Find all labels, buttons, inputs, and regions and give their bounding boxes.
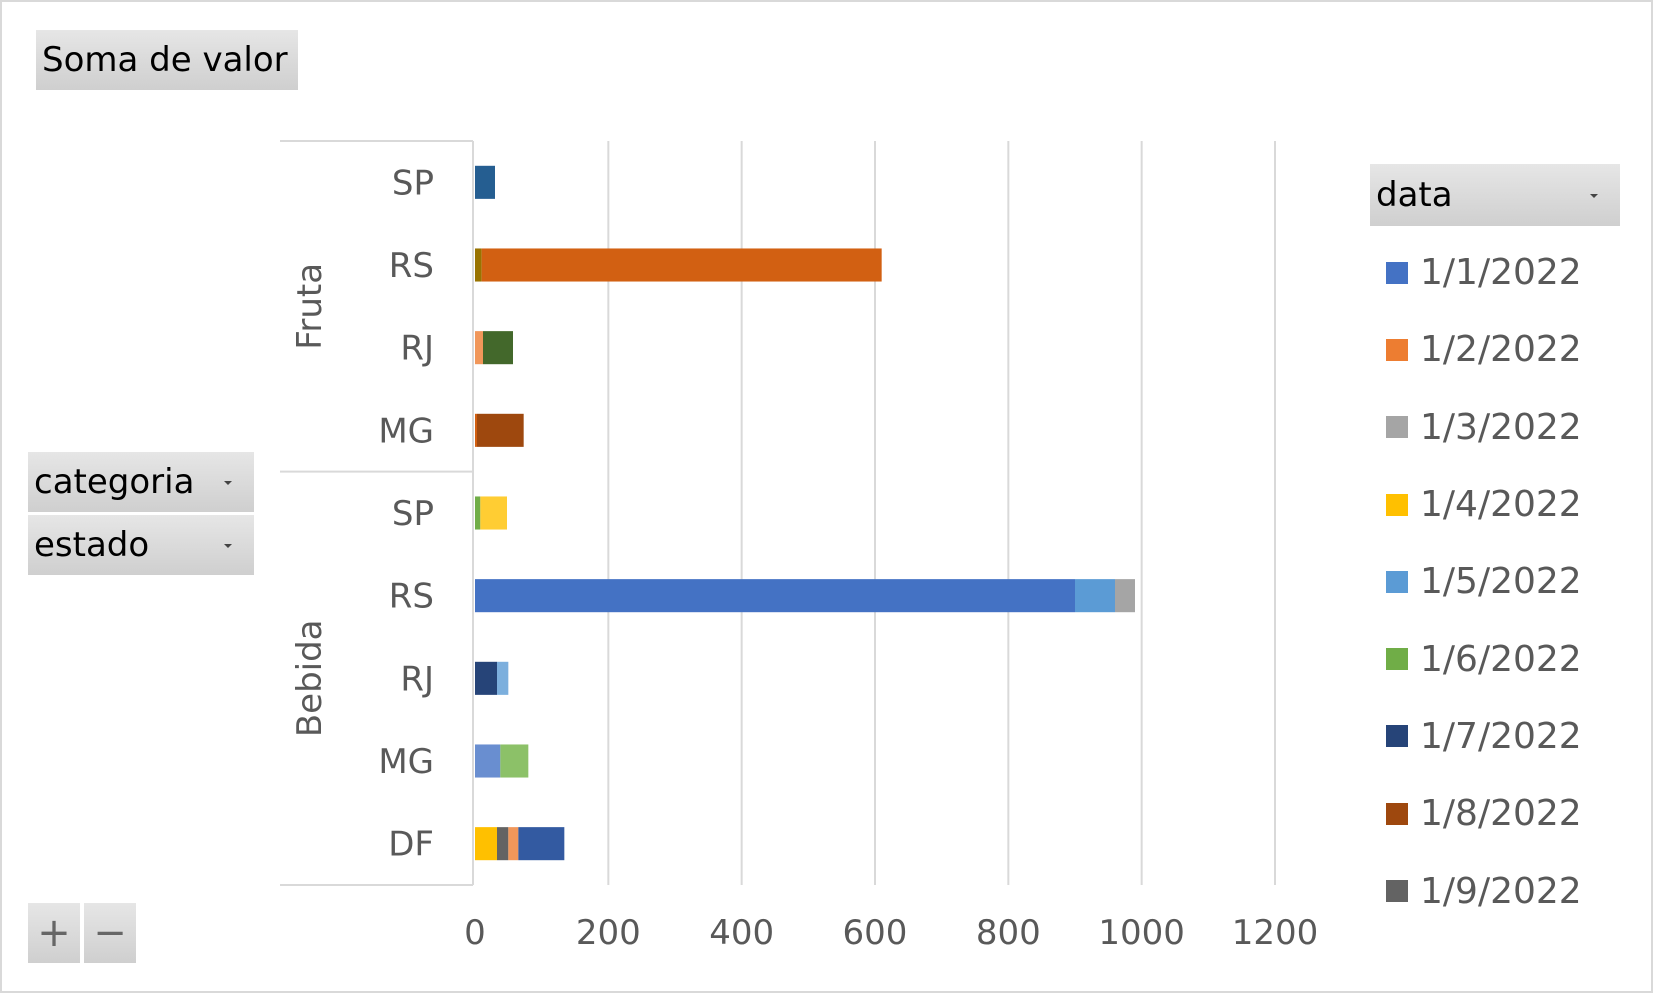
x-tick-label: 800 (976, 913, 1041, 953)
legend-label: 1/2/2022 (1420, 329, 1582, 371)
x-tick-label: 600 (843, 913, 908, 953)
legend-label: 1/5/2022 (1420, 561, 1582, 603)
row-label-df: DF (388, 825, 434, 865)
row-label-mg: MG (378, 742, 434, 782)
group-label-fruta: Fruta (290, 263, 330, 350)
legend-item: 1/1/2022 (1386, 234, 1582, 311)
bar-segment (497, 661, 509, 695)
legend-swatch (1386, 880, 1408, 903)
legend-item: 1/4/2022 (1386, 466, 1582, 543)
row-label-rj: RJ (400, 659, 434, 699)
bar-segment (475, 248, 482, 282)
legend-label: 1/8/2022 (1420, 793, 1582, 835)
bar-segment (475, 579, 1075, 613)
x-tick-label: 200 (576, 913, 641, 953)
legend-swatch (1386, 338, 1408, 361)
legend-item: 1/8/2022 (1386, 775, 1582, 852)
value-field-button[interactable]: Soma de valor (36, 30, 298, 90)
legend-label: 1/7/2022 (1420, 715, 1582, 757)
legend-label: 1/3/2022 (1420, 406, 1582, 448)
bar-segment (518, 827, 565, 861)
legend-label: 1/6/2022 (1420, 638, 1582, 680)
row-label-sp: SP (392, 494, 434, 534)
dropdown-arrow-icon[interactable] (224, 481, 232, 485)
row-field-label: categoria (34, 462, 195, 502)
row-field-button-categoria[interactable]: categoria (28, 452, 254, 512)
bar-segment (475, 827, 497, 861)
plus-icon: + (37, 910, 71, 956)
bar-segment (475, 413, 477, 447)
collapse-field-button[interactable]: − (84, 903, 136, 963)
legend-field-label: data (1376, 175, 1453, 215)
bar-segment (475, 165, 495, 199)
value-field-label: Soma de valor (42, 40, 288, 80)
legend-item: 1/6/2022 (1386, 620, 1582, 697)
row-label-mg: MG (378, 411, 434, 451)
legend-swatch (1386, 493, 1408, 516)
bar-segment (481, 248, 882, 282)
row-field-label: estado (34, 525, 150, 565)
legend-label: 1/1/2022 (1420, 252, 1582, 294)
bar-segment (1075, 579, 1115, 613)
x-tick-label: 0 (464, 913, 486, 953)
legend-item: 1/7/2022 (1386, 698, 1582, 775)
row-label-sp: SP (392, 163, 434, 203)
legend-swatch (1386, 570, 1408, 593)
legend-swatch (1386, 261, 1408, 284)
bar-segment (475, 744, 501, 778)
bar-segment (1115, 579, 1135, 613)
expand-field-button[interactable]: + (28, 903, 80, 963)
legend-field-button[interactable]: data (1370, 164, 1620, 226)
bar-segment (475, 331, 483, 365)
row-label-rs: RS (389, 577, 434, 617)
bar-segment (477, 413, 524, 447)
bar-segment (480, 496, 507, 530)
bar-segment (500, 744, 529, 778)
group-label-bebida: Bebida (290, 619, 330, 737)
bar-segment (475, 496, 481, 530)
minus-icon: − (93, 910, 127, 956)
legend-swatch (1386, 725, 1408, 748)
row-label-rs: RS (389, 246, 434, 286)
bar-segment (497, 827, 509, 861)
legend: 1/1/2022 1/2/2022 1/3/2022 1/4/2022 1/5/2022… (1386, 234, 1582, 930)
legend-item: 1/9/2022 (1386, 852, 1582, 929)
bar-segment (483, 331, 513, 365)
dropdown-arrow-icon[interactable] (224, 544, 232, 548)
x-tick-label: 1200 (1232, 913, 1319, 953)
legend-item: 1/5/2022 (1386, 543, 1582, 620)
row-field-button-estado[interactable]: estado (28, 515, 254, 575)
legend-item: 1/2/2022 (1386, 311, 1582, 388)
legend-label: 1/9/2022 (1420, 870, 1582, 912)
bar-segment (508, 827, 519, 861)
x-tick-label: 400 (709, 913, 774, 953)
legend-swatch (1386, 416, 1408, 439)
x-tick-label: 1000 (1098, 913, 1185, 953)
legend-item: 1/3/2022 (1386, 389, 1582, 466)
row-label-rj: RJ (400, 329, 434, 369)
legend-swatch (1386, 648, 1408, 671)
legend-label: 1/4/2022 (1420, 484, 1582, 526)
legend-swatch (1386, 802, 1408, 825)
bar-segment (475, 661, 497, 695)
dropdown-arrow-icon[interactable] (1590, 194, 1598, 198)
